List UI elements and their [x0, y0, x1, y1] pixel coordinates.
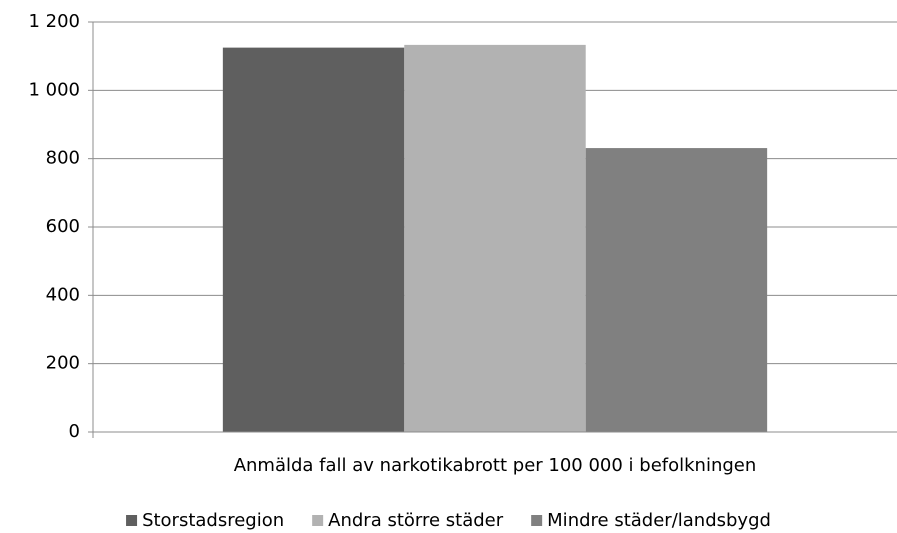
x-tick-label: Anmälda fall av narkotikabrott per 100 0…	[234, 455, 757, 476]
bar	[585, 148, 768, 432]
y-tick-label: 1 200	[28, 11, 80, 32]
y-tick-label: 400	[46, 284, 80, 305]
bar	[404, 44, 586, 433]
legend-label: Andra större städer	[328, 510, 504, 531]
legend-label: Mindre städer/landsbygd	[547, 510, 771, 531]
y-tick-label: 1 000	[28, 79, 80, 100]
y-tick-label: 200	[46, 353, 80, 374]
legend-swatch	[126, 515, 138, 526]
legend-swatch	[312, 515, 324, 526]
bar	[222, 47, 405, 432]
legend-swatch	[531, 515, 543, 526]
y-tick-label: 800	[46, 148, 80, 169]
y-tick-label: 600	[46, 216, 80, 237]
y-tick-label: 0	[69, 421, 80, 442]
legend-label: Storstadsregion	[142, 510, 284, 531]
